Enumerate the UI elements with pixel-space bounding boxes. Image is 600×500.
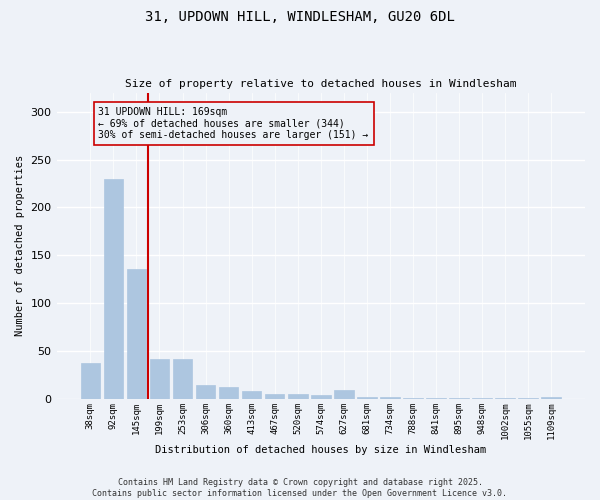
Bar xyxy=(173,359,193,399)
Text: Contains HM Land Registry data © Crown copyright and database right 2025.
Contai: Contains HM Land Registry data © Crown c… xyxy=(92,478,508,498)
Bar xyxy=(219,386,238,399)
Bar xyxy=(127,269,146,399)
Bar xyxy=(403,398,423,399)
Text: 31, UPDOWN HILL, WINDLESHAM, GU20 6DL: 31, UPDOWN HILL, WINDLESHAM, GU20 6DL xyxy=(145,10,455,24)
Title: Size of property relative to detached houses in Windlesham: Size of property relative to detached ho… xyxy=(125,79,517,89)
Bar xyxy=(541,397,561,399)
Bar xyxy=(449,398,469,399)
Text: 31 UPDOWN HILL: 169sqm
← 69% of detached houses are smaller (344)
30% of semi-de: 31 UPDOWN HILL: 169sqm ← 69% of detached… xyxy=(98,107,368,140)
Bar xyxy=(472,398,492,399)
Bar xyxy=(104,179,123,399)
Bar xyxy=(311,395,331,399)
Bar xyxy=(496,398,515,399)
Bar xyxy=(196,384,215,399)
Bar xyxy=(380,397,400,399)
Bar xyxy=(242,392,262,399)
Y-axis label: Number of detached properties: Number of detached properties xyxy=(15,155,25,336)
Bar xyxy=(426,398,446,399)
Bar xyxy=(149,359,169,399)
Bar xyxy=(357,397,377,399)
Bar xyxy=(80,362,100,399)
Bar xyxy=(265,394,284,399)
Bar xyxy=(518,398,538,399)
X-axis label: Distribution of detached houses by size in Windlesham: Distribution of detached houses by size … xyxy=(155,445,487,455)
Bar xyxy=(288,394,308,399)
Bar xyxy=(334,390,353,399)
